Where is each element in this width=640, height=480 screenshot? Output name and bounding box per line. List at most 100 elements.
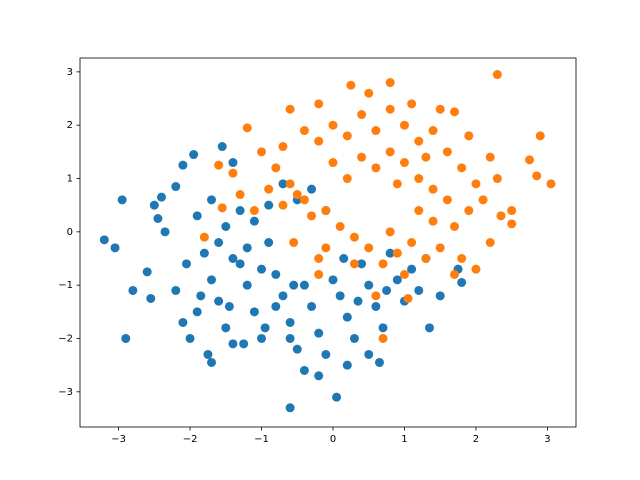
point bbox=[328, 120, 338, 130]
point bbox=[235, 259, 245, 269]
point bbox=[299, 195, 309, 205]
point bbox=[421, 253, 431, 263]
point bbox=[478, 195, 488, 205]
point bbox=[278, 142, 288, 152]
point bbox=[399, 120, 409, 130]
point bbox=[203, 349, 213, 359]
point bbox=[414, 285, 424, 295]
point bbox=[156, 192, 166, 202]
point bbox=[278, 179, 288, 189]
point bbox=[314, 253, 324, 263]
point bbox=[285, 179, 295, 189]
point bbox=[335, 291, 345, 301]
point bbox=[435, 291, 445, 301]
point bbox=[335, 222, 345, 232]
point bbox=[224, 301, 234, 311]
point bbox=[146, 293, 156, 303]
point bbox=[178, 160, 188, 170]
point bbox=[228, 339, 238, 349]
point bbox=[192, 211, 202, 221]
point bbox=[196, 291, 206, 301]
point bbox=[285, 403, 295, 413]
point bbox=[385, 147, 395, 157]
point bbox=[532, 171, 542, 181]
x-tick-label: 1 bbox=[401, 434, 407, 445]
point bbox=[117, 195, 127, 205]
point bbox=[278, 291, 288, 301]
point bbox=[421, 152, 431, 162]
point bbox=[207, 275, 217, 285]
point bbox=[357, 110, 367, 120]
point bbox=[292, 190, 302, 200]
point bbox=[228, 168, 238, 178]
point bbox=[192, 307, 202, 317]
point bbox=[435, 104, 445, 114]
point bbox=[321, 243, 331, 253]
point bbox=[314, 269, 324, 279]
point bbox=[450, 269, 460, 279]
point bbox=[342, 312, 352, 322]
point bbox=[371, 163, 381, 173]
point bbox=[385, 78, 395, 88]
point bbox=[289, 280, 299, 290]
x-tick-label: −2 bbox=[183, 434, 198, 445]
point bbox=[378, 323, 388, 333]
point bbox=[271, 163, 281, 173]
point bbox=[299, 280, 309, 290]
point bbox=[321, 349, 331, 359]
point bbox=[392, 248, 402, 258]
point bbox=[207, 195, 217, 205]
point bbox=[342, 131, 352, 141]
point bbox=[285, 104, 295, 114]
point bbox=[235, 206, 245, 216]
point bbox=[424, 323, 434, 333]
x-tick-label: 3 bbox=[544, 434, 550, 445]
point bbox=[242, 280, 252, 290]
y-tick-label: 1 bbox=[67, 174, 73, 185]
y-tick-label: −3 bbox=[58, 387, 73, 398]
point bbox=[307, 301, 317, 311]
point bbox=[464, 131, 474, 141]
point bbox=[435, 243, 445, 253]
point bbox=[492, 70, 502, 80]
point bbox=[374, 357, 384, 367]
point bbox=[392, 275, 402, 285]
point bbox=[321, 206, 331, 216]
point bbox=[199, 232, 209, 242]
point bbox=[128, 285, 138, 295]
point bbox=[442, 195, 452, 205]
point bbox=[171, 182, 181, 192]
point bbox=[535, 131, 545, 141]
point bbox=[342, 360, 352, 370]
point bbox=[349, 333, 359, 343]
point bbox=[314, 371, 324, 381]
point bbox=[378, 333, 388, 343]
point bbox=[289, 238, 299, 247]
point bbox=[264, 200, 274, 210]
point bbox=[428, 126, 438, 136]
point bbox=[346, 80, 356, 90]
point bbox=[414, 174, 424, 184]
point bbox=[242, 123, 252, 133]
point bbox=[399, 269, 409, 279]
point bbox=[328, 158, 338, 168]
point bbox=[242, 243, 252, 253]
point bbox=[342, 174, 352, 184]
point bbox=[371, 291, 381, 301]
point bbox=[160, 227, 170, 237]
point bbox=[414, 206, 424, 216]
point bbox=[299, 365, 309, 375]
point bbox=[457, 277, 467, 287]
point bbox=[407, 264, 417, 274]
plot-frame bbox=[79, 57, 577, 428]
point bbox=[364, 243, 374, 253]
point bbox=[181, 259, 191, 269]
point bbox=[546, 179, 556, 189]
point bbox=[260, 323, 270, 333]
y-tick-label: 2 bbox=[67, 120, 73, 131]
point bbox=[285, 333, 295, 343]
y-tick-label: 3 bbox=[67, 67, 73, 78]
point bbox=[292, 344, 302, 354]
point bbox=[285, 317, 295, 327]
point bbox=[471, 179, 481, 189]
